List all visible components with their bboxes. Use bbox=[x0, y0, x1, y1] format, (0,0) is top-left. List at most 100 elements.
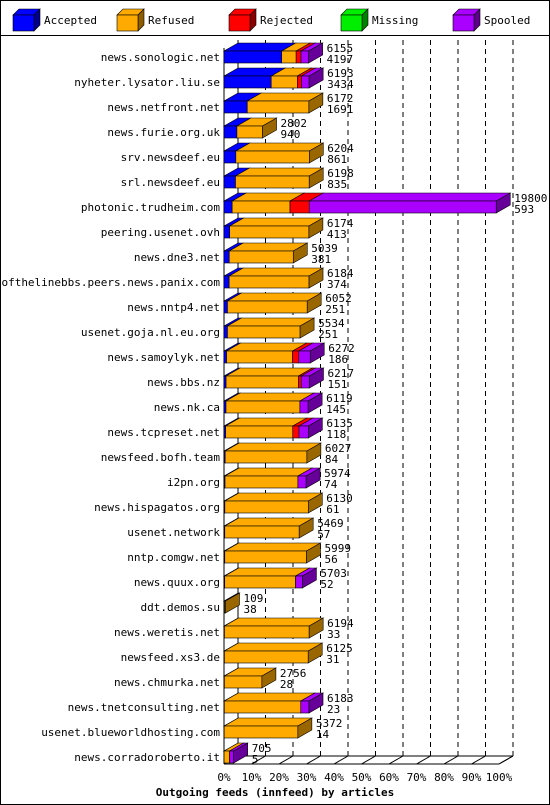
bar-top-refused bbox=[223, 617, 325, 627]
bar-segment-accepted bbox=[223, 250, 230, 264]
bar-segment-spooled bbox=[297, 475, 307, 489]
row-label: news.netfront.net bbox=[107, 101, 220, 114]
bar-side-refused bbox=[292, 242, 308, 264]
bar-side-spooled bbox=[233, 742, 248, 764]
row-label: ddt.demos.su bbox=[141, 601, 220, 614]
bar-side-refused bbox=[306, 442, 322, 464]
bar-segment-refused bbox=[223, 750, 230, 764]
row-total-value: 6198 bbox=[327, 167, 354, 180]
x-tick bbox=[306, 755, 321, 765]
bar-segment-accepted bbox=[223, 50, 283, 64]
row-label: endofthelinebbs.peers.news.panix.com bbox=[0, 276, 220, 289]
bar-segment-refused bbox=[229, 225, 310, 239]
bar-segment-refused bbox=[225, 400, 301, 414]
bar-segment-refused bbox=[231, 200, 291, 214]
bar-side-spooled bbox=[302, 567, 317, 589]
row-accepted-value: 118 bbox=[326, 428, 346, 441]
bar-side-spooled bbox=[309, 367, 324, 389]
x-tick bbox=[251, 755, 266, 765]
bar-segment-refused bbox=[225, 375, 299, 389]
row-total-value: 6272 bbox=[328, 342, 355, 355]
x-tick-label: 10% bbox=[242, 771, 262, 784]
row-total-value: 6172 bbox=[327, 92, 354, 105]
row-label: news.chmurka.net bbox=[114, 676, 220, 689]
row-accepted-value: 14 bbox=[316, 728, 330, 741]
bar-segment-refused bbox=[224, 575, 296, 589]
row-total-value: 2802 bbox=[281, 117, 308, 130]
bar-side-spooled bbox=[309, 342, 325, 364]
bar-segment-spooled bbox=[308, 200, 497, 214]
row-label: usenet.goja.nl.eu.org bbox=[81, 326, 220, 339]
bar-top-refused bbox=[224, 442, 323, 452]
bar-top-refused bbox=[223, 642, 324, 652]
row-accepted-value: 374 bbox=[327, 278, 347, 291]
bar-segment-rejected bbox=[295, 50, 302, 64]
bar-side-spooled bbox=[307, 392, 323, 414]
bar-segment-accepted bbox=[223, 125, 238, 139]
bar-segment-refused bbox=[224, 525, 300, 539]
row-label: photonic.trudheim.com bbox=[81, 201, 220, 214]
row-total-value: 5703 bbox=[320, 567, 347, 580]
legend-swatch-rejected bbox=[228, 14, 251, 32]
row-accepted-value: 84 bbox=[325, 453, 339, 466]
bar-side-spooled bbox=[308, 67, 324, 89]
row-label: news.nntp4.net bbox=[127, 301, 220, 314]
row-accepted-value: 31 bbox=[326, 653, 339, 666]
bar-top-refused bbox=[228, 217, 325, 227]
row-label: news.furie.org.uk bbox=[107, 126, 220, 139]
bar-segment-refused bbox=[227, 325, 301, 339]
bar-segment-refused bbox=[224, 700, 302, 714]
bar-segment-spooled bbox=[298, 350, 311, 364]
row-total-value: 19800 bbox=[514, 192, 547, 205]
bar-side-refused bbox=[261, 667, 277, 689]
row-accepted-value: 251 bbox=[325, 303, 345, 316]
bar-segment-accepted bbox=[223, 225, 230, 239]
bar-top-refused bbox=[234, 142, 325, 152]
legend-swatch-refused bbox=[116, 14, 139, 32]
bar-side-refused bbox=[299, 317, 315, 339]
bar-segment-refused bbox=[226, 350, 293, 364]
bar-segment-spooled bbox=[300, 375, 310, 389]
x-tick bbox=[278, 755, 294, 765]
bar-segment-accepted bbox=[223, 325, 228, 339]
bar-side-refused bbox=[309, 142, 324, 164]
row-label: news.nk.ca bbox=[154, 401, 220, 414]
row-accepted-value: 861 bbox=[327, 153, 347, 166]
bar-segment-accepted bbox=[223, 300, 228, 314]
row-total-value: 6125 bbox=[326, 642, 353, 655]
row-label: i2pn.org bbox=[167, 476, 220, 489]
row-label: nntp.comgw.net bbox=[127, 551, 220, 564]
bar-top-refused bbox=[228, 267, 325, 277]
row-label: news.tnetconsulting.net bbox=[68, 701, 220, 714]
legend-label-spooled: Spooled bbox=[484, 14, 530, 27]
bar-side-spooled bbox=[308, 417, 323, 439]
row-accepted-value: 940 bbox=[281, 128, 301, 141]
row-label: news.sonologic.net bbox=[101, 51, 220, 64]
legend-swatch-spooled bbox=[452, 14, 475, 32]
row-total-value: 109 bbox=[243, 592, 263, 605]
bar-top-refused bbox=[223, 567, 311, 577]
row-total-value: 5372 bbox=[316, 717, 343, 730]
row-total-value: 6027 bbox=[325, 442, 352, 455]
bar-segment-spooled bbox=[300, 700, 310, 714]
bar-side-refused bbox=[307, 492, 323, 514]
x-tick-label: 0% bbox=[217, 771, 231, 784]
x-tick bbox=[361, 755, 376, 765]
row-total-value: 6135 bbox=[326, 417, 353, 430]
row-label: news.weretis.net bbox=[114, 626, 220, 639]
row-accepted-value: 151 bbox=[327, 378, 347, 391]
row-accepted-value: 835 bbox=[327, 178, 347, 191]
bar-top-refused bbox=[226, 317, 316, 327]
row-accepted-value: 74 bbox=[324, 478, 338, 491]
row-total-value: 705 bbox=[252, 742, 272, 755]
legend-label-missing: Missing bbox=[372, 14, 418, 27]
row-accepted-value: 413 bbox=[327, 228, 347, 241]
row-total-value: 6130 bbox=[326, 492, 353, 505]
bar-top-refused bbox=[224, 392, 316, 402]
bar-side-spooled bbox=[308, 692, 324, 714]
x-tick-label: 60% bbox=[379, 771, 399, 784]
bar-segment-accepted bbox=[223, 375, 227, 389]
bar-segment-spooled bbox=[295, 575, 303, 589]
